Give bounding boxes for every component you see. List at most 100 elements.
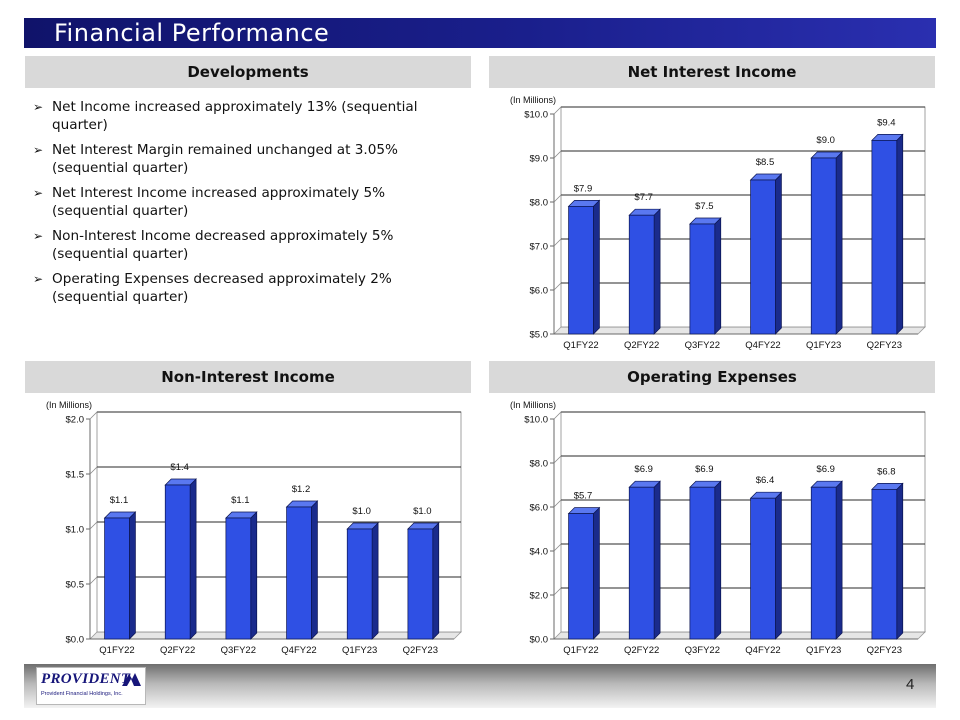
- bar-front: [871, 140, 898, 335]
- bar-top: [749, 173, 783, 181]
- arrow-bullet-icon: ➢: [33, 229, 44, 243]
- arrow-bullet-icon: ➢: [33, 100, 44, 114]
- bar: [871, 133, 904, 335]
- bar: [689, 480, 722, 640]
- x-tick-label: Q1FY23: [342, 645, 377, 656]
- bar-front: [225, 517, 252, 640]
- data-label: $6.9: [634, 464, 653, 475]
- gridline-side: [553, 106, 562, 115]
- y-tick-label: $8.0: [530, 198, 549, 209]
- x-tick-label: Q4FY22: [745, 340, 780, 351]
- y-tick-label: $9.0: [530, 154, 549, 165]
- bar-front: [346, 528, 373, 640]
- bar-top: [567, 507, 601, 514]
- list-item: ➢ Net Interest Margin remained unchanged …: [33, 142, 398, 176]
- bar-side: [714, 217, 722, 335]
- gridline-side: [553, 499, 562, 508]
- bar-top: [346, 522, 379, 530]
- logo-subtext: Provident Financial Holdings, Inc.: [41, 691, 123, 697]
- data-label: $1.0: [413, 506, 432, 517]
- y-tick-label: $5.0: [530, 330, 549, 341]
- bar-top: [810, 151, 843, 159]
- list-item: ➢ Net Income increased approximately 13% …: [33, 99, 418, 133]
- bar-side: [311, 500, 318, 640]
- chart-back-wall: [560, 411, 926, 633]
- y-tick-label: $4.0: [530, 547, 549, 558]
- y-tick-label: $0.5: [66, 580, 85, 591]
- data-label: $1.1: [231, 495, 250, 506]
- bar: [749, 491, 783, 640]
- bar-side: [714, 480, 722, 640]
- x-tick-label: Q1FY22: [99, 645, 134, 656]
- gridline-side: [553, 150, 562, 159]
- arrow-bullet-icon: ➢: [33, 186, 44, 200]
- bar: [103, 511, 137, 640]
- bar: [689, 217, 722, 335]
- x-tick-label: Q1FY22: [563, 645, 598, 656]
- bar-front: [810, 157, 837, 335]
- y-axis-label: (In Millions): [510, 95, 556, 105]
- bar-top: [628, 208, 661, 216]
- bar-front: [286, 506, 312, 640]
- bar-side: [896, 133, 904, 335]
- bar-side: [896, 482, 904, 640]
- bar-front: [407, 528, 434, 640]
- gridline-side: [89, 521, 98, 530]
- bar-top: [407, 522, 440, 530]
- chart-floor: [553, 631, 926, 640]
- gridline-side: [89, 576, 98, 585]
- non-interest-income-header: Non-Interest Income: [25, 361, 471, 393]
- data-label: $5.7: [574, 491, 593, 502]
- footer-bar: [24, 664, 936, 708]
- page-number: 4: [906, 676, 915, 693]
- bar-front: [689, 223, 716, 335]
- developments-list: ➢ Net Income increased approximately 13% …: [33, 98, 463, 313]
- gridline-side: [553, 587, 562, 596]
- non-interest-income-chart: $0.0 $0.5 $1.0 $1.5 $2.0 (In Millions) $1.1 Q1F…: [46, 400, 462, 656]
- x-tick-label: Q1FY22: [563, 340, 598, 351]
- x-tick-label: Q3FY22: [685, 340, 720, 351]
- operating-expenses-chart: $0.0 $2.0 $4.0 $6.0 $8.0 $10.0 (In Millions) $5…: [510, 400, 926, 656]
- bar-side: [129, 511, 136, 640]
- bar-side: [835, 151, 843, 335]
- net-interest-income-chart: $5.0 $6.0 $7.0 $8.0 $9.0 $10.0 (In Millions) $7…: [510, 95, 926, 351]
- gridline-side: [553, 238, 562, 247]
- bar: [346, 522, 379, 640]
- bar-front: [104, 517, 130, 640]
- bar-top: [628, 480, 661, 488]
- bar: [810, 480, 843, 640]
- data-label: $1.4: [170, 462, 189, 473]
- page-title: Financial Performance: [54, 19, 330, 47]
- bar: [871, 482, 904, 640]
- x-tick-label: Q3FY22: [685, 645, 720, 656]
- bar: [749, 173, 783, 335]
- arrow-bullet-icon: ➢: [33, 143, 44, 157]
- y-tick-label: $7.0: [530, 242, 549, 253]
- gridline-side: [553, 543, 562, 552]
- bar-top: [689, 480, 722, 488]
- bar: [285, 500, 319, 640]
- y-tick-label: $8.0: [530, 459, 549, 470]
- data-label: $1.0: [352, 506, 371, 517]
- arrow-bullet-icon: ➢: [33, 272, 44, 286]
- list-item: ➢ Operating Expenses decreased approximat…: [33, 271, 392, 305]
- bar-side: [189, 478, 197, 640]
- data-label: $9.0: [816, 135, 835, 146]
- data-label: $8.5: [756, 157, 775, 168]
- gridline-side: [553, 455, 562, 464]
- bar-front: [750, 179, 776, 335]
- y-axis-label: (In Millions): [510, 400, 556, 410]
- data-label: $7.7: [634, 192, 653, 203]
- data-label: $6.4: [756, 475, 775, 486]
- x-tick-label: Q3FY22: [221, 645, 256, 656]
- data-label: $9.4: [877, 117, 896, 128]
- bar-top: [871, 483, 904, 490]
- bar: [567, 506, 601, 640]
- y-tick-label: $1.5: [66, 470, 85, 481]
- bar: [567, 199, 601, 335]
- bar: [628, 480, 661, 640]
- bar-side: [653, 480, 661, 640]
- bar-top: [871, 134, 904, 141]
- bar-front: [810, 486, 837, 640]
- bar-front: [689, 486, 716, 640]
